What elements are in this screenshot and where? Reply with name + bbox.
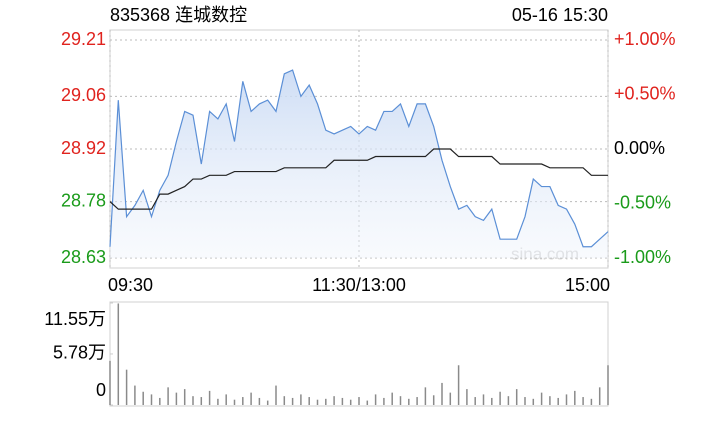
volume-bar xyxy=(374,394,377,405)
volume-bar xyxy=(117,303,120,405)
volume-bar xyxy=(316,399,319,405)
y-tick-label: 28.78 xyxy=(61,190,106,210)
volume-bar xyxy=(275,385,277,405)
volume-bar xyxy=(457,365,460,405)
volume-bar xyxy=(258,397,261,405)
volume-bar xyxy=(192,396,194,405)
volume-bar xyxy=(441,382,443,405)
volume-bar xyxy=(466,389,468,405)
volume-bar xyxy=(358,397,360,405)
volume-bar xyxy=(549,396,551,405)
volume-bar xyxy=(424,387,427,405)
volume-bar xyxy=(142,391,144,405)
volume-bar xyxy=(349,399,352,405)
y-tick-label: 28.92 xyxy=(61,138,106,158)
volume-bar xyxy=(250,392,252,405)
volume-bar xyxy=(167,387,169,405)
volume-bar xyxy=(391,392,393,405)
volume-bar xyxy=(532,398,535,405)
y2-tick-label: +0.50% xyxy=(614,83,676,103)
volume-bar xyxy=(159,397,161,405)
volume-bar xyxy=(515,389,518,405)
volume-bar xyxy=(408,398,410,405)
volume-bar xyxy=(233,399,236,405)
volume-bar xyxy=(557,397,559,405)
series-line xyxy=(109,148,608,210)
volume-bar xyxy=(565,394,568,405)
volume-bar xyxy=(200,397,203,405)
volume-bar xyxy=(125,369,128,405)
volume-bar xyxy=(208,390,211,405)
volume-bar xyxy=(449,392,452,405)
y-tick-label: 5.78万 xyxy=(53,343,106,363)
volume-bar xyxy=(283,396,286,405)
volume-bar xyxy=(333,396,335,405)
volume-bar xyxy=(474,397,476,405)
volume-bar xyxy=(341,397,344,405)
y2-tick-label: -0.50% xyxy=(614,192,671,212)
volume-bar xyxy=(507,396,510,405)
y-tick-label: 0 xyxy=(96,380,106,400)
volume-bar xyxy=(499,391,501,405)
volume-bar xyxy=(366,400,369,405)
price-area xyxy=(110,70,608,258)
x-tick-label: 15:00 xyxy=(565,275,610,295)
y2-tick-label: +1.00% xyxy=(614,29,676,49)
y2-tick-label: 0.00% xyxy=(614,138,665,158)
volume-bar xyxy=(291,397,294,405)
volume-bar xyxy=(300,394,302,405)
volume-bar xyxy=(225,394,227,405)
volume-bar xyxy=(150,394,153,405)
volume-bar xyxy=(582,397,584,405)
y-tick-label: 29.06 xyxy=(61,85,106,105)
volume-bar xyxy=(183,389,186,405)
volume-bar xyxy=(175,392,178,405)
title: 835368 连城数控 xyxy=(110,5,247,25)
volume-bar xyxy=(524,397,526,405)
volume-bar xyxy=(109,360,111,405)
y-tick-label: 28.63 xyxy=(61,247,106,267)
date: 05-16 15:30 xyxy=(512,5,608,25)
y2-tick-label: -1.00% xyxy=(614,247,671,267)
volume-bar xyxy=(217,398,219,405)
volume-bar xyxy=(399,396,402,405)
x-tick-label: 09:30 xyxy=(108,275,153,295)
volume-bar xyxy=(266,400,269,405)
volume-bar xyxy=(574,390,576,405)
volume-bar xyxy=(383,397,385,405)
volume-bar xyxy=(432,395,435,405)
volume-bar xyxy=(325,398,327,405)
volume-bar xyxy=(491,397,493,405)
volume-bar xyxy=(607,365,609,405)
volume-bar xyxy=(134,385,136,405)
series-line xyxy=(109,69,609,248)
volume-bar xyxy=(598,387,601,405)
volume-bar xyxy=(482,394,485,405)
y-tick-label: 29.21 xyxy=(61,29,106,49)
volume-bar xyxy=(242,397,244,405)
volume-bar xyxy=(590,398,593,405)
y-tick-label: 11.55万 xyxy=(44,309,106,329)
volume-bar xyxy=(540,392,543,405)
volume-bar xyxy=(308,397,310,405)
x-tick-label: 11:30/13:00 xyxy=(312,275,406,295)
volume-bar xyxy=(416,397,418,405)
